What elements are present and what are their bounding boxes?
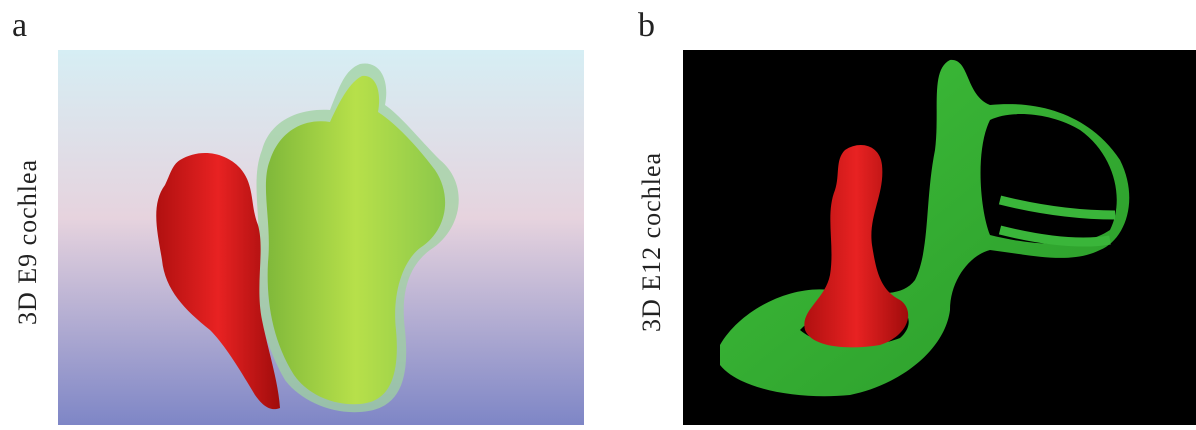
panel-b: b 3D E12 cochlea <box>637 7 1196 425</box>
figure: a 3D E9 cochlea b 3D E12 cochlea <box>0 0 1196 425</box>
panel-caption: 3D E12 cochlea <box>637 152 666 332</box>
panel-label: b <box>638 7 655 44</box>
panel-label: a <box>12 7 27 44</box>
panel-a: a 3D E9 cochlea <box>12 7 584 425</box>
panel-caption: 3D E9 cochlea <box>13 159 42 325</box>
